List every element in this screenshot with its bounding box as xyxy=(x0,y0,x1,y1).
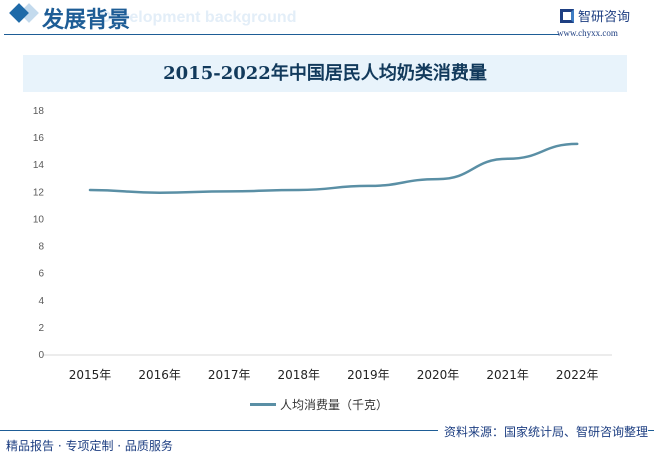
source-note: 资料来源：国家统计局、智研咨询整理 xyxy=(437,423,648,440)
x-tick-label: 2020年 xyxy=(417,368,460,382)
chart-title: 2015-2022年中国居民人均奶类消费量 xyxy=(23,55,627,92)
y-tick-label: 0 xyxy=(38,350,44,361)
y-tick-label: 8 xyxy=(38,242,44,253)
y-tick-label: 4 xyxy=(38,296,44,307)
y-tick-label: 2 xyxy=(38,323,44,334)
y-tick-label: 14 xyxy=(33,160,45,171)
brand-logo: 智研咨询 xyxy=(560,6,630,25)
header-title: 发展背景 xyxy=(42,8,131,33)
y-tick-label: 12 xyxy=(33,187,45,198)
legend-line-icon xyxy=(250,403,276,406)
logo-icon xyxy=(560,8,574,23)
y-tick-label: 18 xyxy=(33,106,45,117)
y-tick-label: 16 xyxy=(33,133,45,144)
legend: 人均消费量（千克） xyxy=(250,396,388,413)
y-tick-label: 6 xyxy=(38,269,44,280)
header-subtitle-en: Development background xyxy=(100,9,297,26)
x-tick-label: 2015年 xyxy=(69,368,112,382)
footer-divider xyxy=(0,430,654,431)
x-tick-label: 2019年 xyxy=(347,368,390,382)
series-line xyxy=(88,142,579,194)
y-tick-label: 10 xyxy=(33,214,45,225)
footer-slogan: 精品报告 · 专项定制 · 品质服务 xyxy=(6,439,173,453)
x-tick-label: 2018年 xyxy=(278,368,321,382)
legend-label: 人均消费量（千克） xyxy=(280,398,389,412)
x-tick-label: 2021年 xyxy=(486,368,529,382)
brand-name: 智研咨询 xyxy=(578,10,631,25)
x-tick-label: 2017年 xyxy=(208,368,251,382)
brand-url: www.chyxx.com xyxy=(557,28,618,38)
header-divider xyxy=(4,34,559,35)
x-tick-label: 2016年 xyxy=(138,368,181,382)
x-tick-label: 2022年 xyxy=(556,368,599,382)
